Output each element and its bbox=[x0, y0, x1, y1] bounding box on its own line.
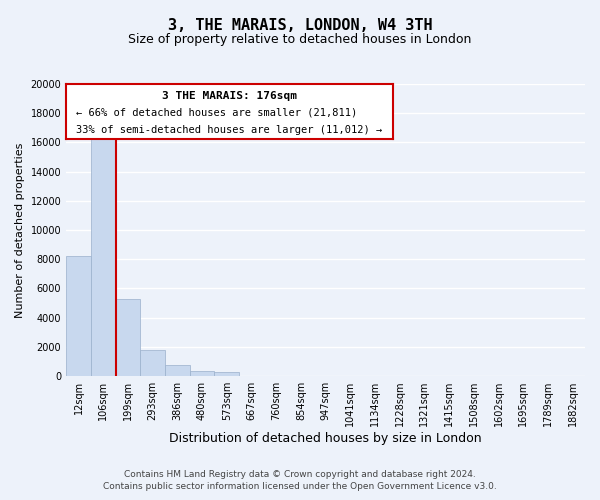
Text: Size of property relative to detached houses in London: Size of property relative to detached ho… bbox=[128, 34, 472, 46]
Text: 33% of semi-detached houses are larger (11,012) →: 33% of semi-detached houses are larger (… bbox=[76, 124, 382, 134]
Bar bbox=[214, 372, 239, 376]
Text: Contains public sector information licensed under the Open Government Licence v3: Contains public sector information licen… bbox=[103, 482, 497, 491]
Bar bbox=[140, 350, 165, 376]
Bar bbox=[66, 256, 91, 376]
Bar bbox=[165, 364, 190, 376]
Y-axis label: Number of detached properties: Number of detached properties bbox=[15, 142, 25, 318]
Bar bbox=[91, 135, 116, 376]
X-axis label: Distribution of detached houses by size in London: Distribution of detached houses by size … bbox=[169, 432, 482, 445]
Text: 3, THE MARAIS, LONDON, W4 3TH: 3, THE MARAIS, LONDON, W4 3TH bbox=[167, 18, 433, 32]
Text: ← 66% of detached houses are smaller (21,811): ← 66% of detached houses are smaller (21… bbox=[76, 108, 357, 118]
Bar bbox=[116, 298, 140, 376]
Text: 3 THE MARAIS: 176sqm: 3 THE MARAIS: 176sqm bbox=[162, 91, 297, 101]
Bar bbox=[190, 372, 214, 376]
Text: Contains HM Land Registry data © Crown copyright and database right 2024.: Contains HM Land Registry data © Crown c… bbox=[124, 470, 476, 479]
